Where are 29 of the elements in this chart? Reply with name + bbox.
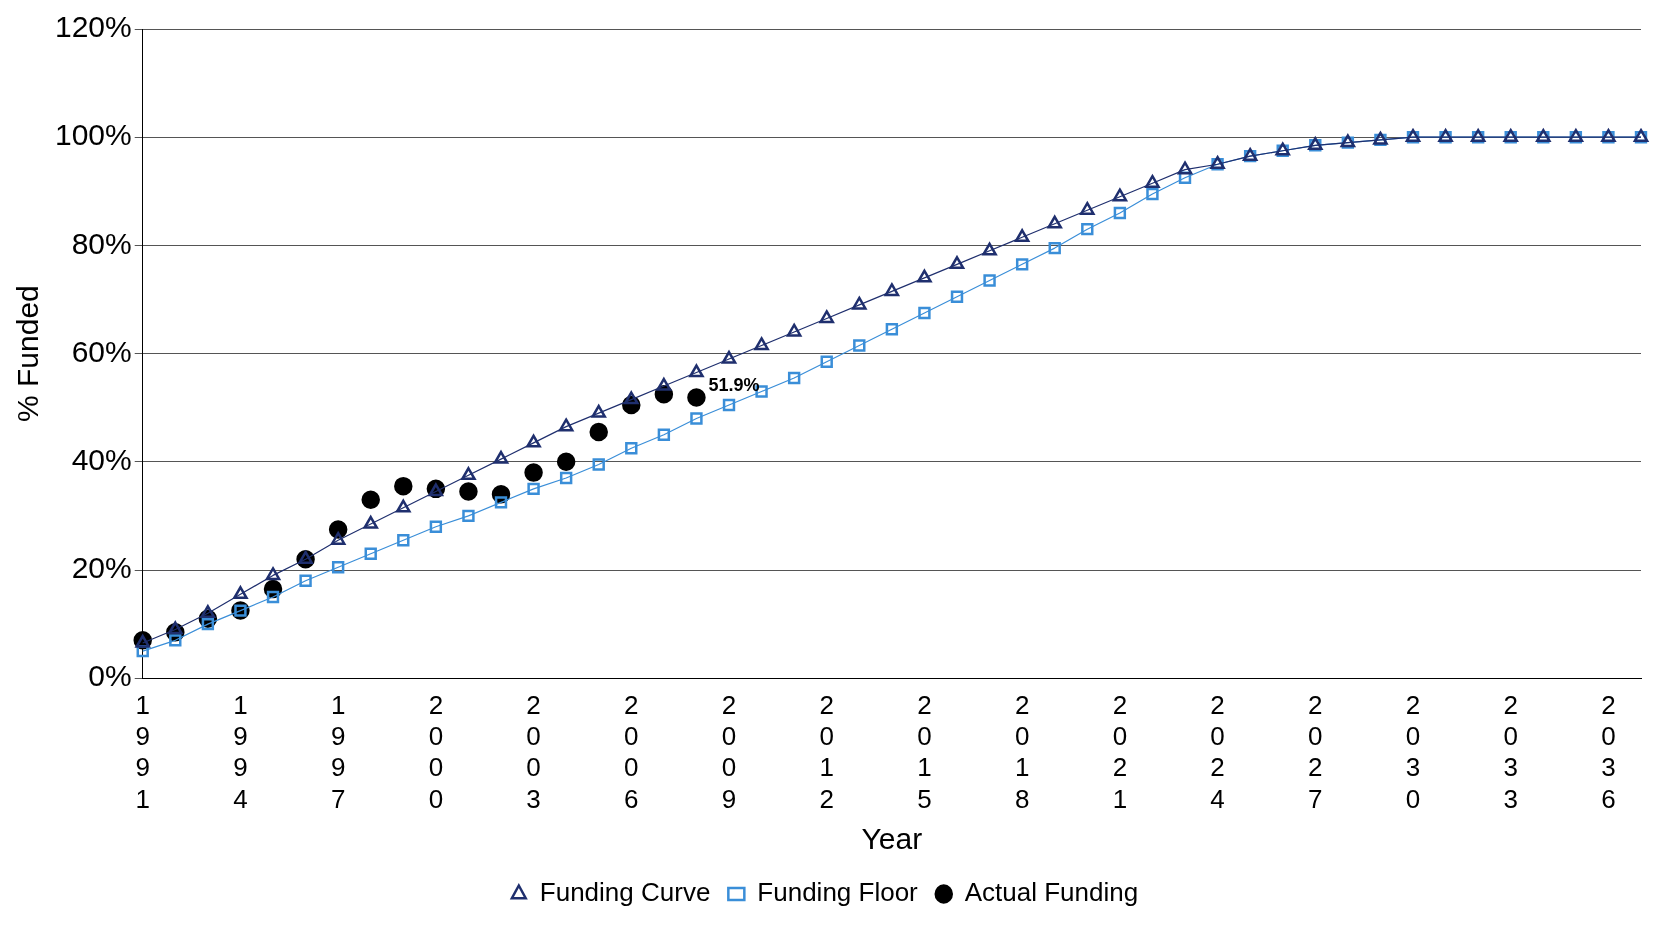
legend-label: Funding Floor — [757, 877, 919, 908]
x-tick-label: 2027 — [1308, 689, 1323, 814]
y-tick-label: 0% — [88, 659, 132, 693]
y-tick-label: 40% — [71, 443, 132, 477]
x-tick-label: 2033 — [1503, 689, 1518, 814]
x-tick-label: 2036 — [1601, 689, 1616, 814]
x-tick-label: 2009 — [721, 689, 737, 814]
x-tick-label: 2030 — [1405, 689, 1421, 814]
x-tick-label: 2012 — [819, 689, 834, 814]
x-tick-label: 1997 — [330, 689, 346, 814]
x-tick-label: 1994 — [233, 689, 248, 814]
x-tick-label: 2015 — [917, 689, 932, 814]
x-tick-label: 2003 — [526, 689, 541, 814]
y-tick-label: 20% — [71, 551, 132, 585]
x-tick-label: 2018 — [1014, 689, 1030, 814]
legend-label: Actual Funding — [964, 877, 1139, 908]
x-tick-label: 2000 — [428, 689, 444, 814]
x-axis-title: Year — [861, 822, 923, 856]
x-tick-label: 2024 — [1210, 689, 1225, 814]
x-tick-label: 2006 — [624, 689, 639, 814]
x-tick-label: 2021 — [1112, 689, 1128, 814]
y-tick-label: 60% — [71, 334, 132, 368]
legend-label: Funding Curve — [539, 877, 711, 908]
y-tick-label: 80% — [71, 226, 132, 260]
data-label: 51.9% — [708, 375, 760, 396]
y-tick-label: 100% — [54, 118, 132, 152]
x-tick-label: 1991 — [135, 689, 150, 814]
y-tick-label: 120% — [54, 10, 132, 44]
y-axis-title: % Funded — [11, 285, 45, 422]
